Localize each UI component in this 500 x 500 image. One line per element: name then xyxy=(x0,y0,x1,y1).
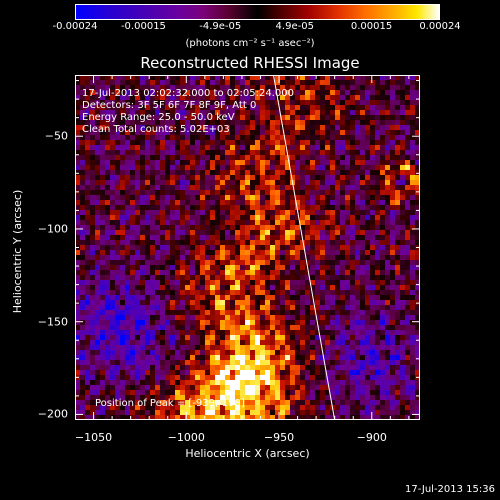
y-axis-label: Heliocentric Y (arcsec) xyxy=(11,189,24,314)
colorbar-tick-label: -0.00024 xyxy=(52,21,98,32)
plot-area xyxy=(75,75,420,420)
timestamp: 17-Jul-2013 15:36 xyxy=(404,484,495,495)
method-text: Clean Total counts: 5.02E+03 xyxy=(82,124,230,135)
x-tick-label: −900 xyxy=(356,431,387,444)
x-tick-label: −1000 xyxy=(167,431,205,444)
colorbar-tick-label: 0.00024 xyxy=(419,21,461,32)
x-tick-label: −950 xyxy=(263,431,295,444)
colorbar-tick-label: -4.9e-05 xyxy=(199,21,242,32)
x-axis-label: Heliocentric X (arcsec) xyxy=(185,447,310,460)
colorbar-tick-label: 4.9e-05 xyxy=(275,21,314,32)
colorbar-tick-label: 0.00015 xyxy=(350,21,393,32)
chart-title: Reconstructed RHESSI Image xyxy=(140,54,360,72)
colorbar xyxy=(75,4,440,20)
colorbar-unit: (photons cm⁻² s⁻¹ asec⁻²) xyxy=(185,38,315,49)
y-tick-label: −50 xyxy=(44,129,68,143)
energy-range-text: Energy Range: 25.0 - 50.0 keV xyxy=(82,112,235,123)
heatmap-image xyxy=(75,75,420,420)
x-tick-label: −1050 xyxy=(74,431,113,444)
time-range-text: 17-Jul-2013 02:02:32.000 to 02:05:24.000 xyxy=(82,88,294,99)
y-tick-label: −100 xyxy=(37,222,68,236)
detectors-text: Detectors: 3F 5F 6F 7F 8F 9F, Att 0 xyxy=(82,100,257,111)
image-info: 17-Jul-2013 02:02:32.000 to 02:05:24.000… xyxy=(82,88,294,136)
y-tick-label: −150 xyxy=(37,315,68,329)
peak-position-text: Position of Peak = [-939,-198] xyxy=(95,398,245,409)
y-tick-label: −200 xyxy=(37,407,68,421)
colorbar-ticks: -0.00024 -0.00015 -4.9e-05 4.9e-05 0.00015 0.… xyxy=(0,21,500,37)
colorbar-tick-label: -0.00015 xyxy=(120,21,166,32)
